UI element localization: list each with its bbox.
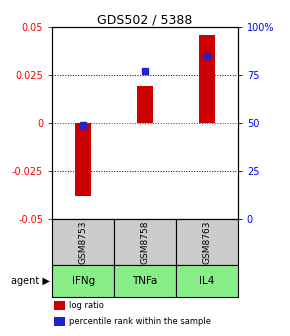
- Text: IL4: IL4: [199, 277, 215, 286]
- Bar: [176, 265, 238, 297]
- Bar: [137, 86, 153, 123]
- Bar: [54, 317, 65, 326]
- Text: TNFa: TNFa: [132, 277, 158, 286]
- Text: IFNg: IFNg: [72, 277, 95, 286]
- Bar: [114, 265, 176, 297]
- Title: GDS502 / 5388: GDS502 / 5388: [97, 14, 193, 27]
- Text: percentile rank within the sample: percentile rank within the sample: [69, 317, 211, 326]
- Text: GSM8758: GSM8758: [140, 220, 150, 264]
- Bar: [176, 218, 238, 265]
- Bar: [199, 35, 215, 123]
- Bar: [75, 123, 91, 196]
- Text: log ratio: log ratio: [69, 301, 104, 310]
- Bar: [114, 218, 176, 265]
- Text: agent ▶: agent ▶: [12, 277, 50, 286]
- Text: GSM8763: GSM8763: [202, 220, 211, 264]
- Bar: [54, 300, 65, 310]
- Text: GSM8753: GSM8753: [79, 220, 88, 264]
- Bar: [52, 218, 114, 265]
- Bar: [52, 265, 114, 297]
